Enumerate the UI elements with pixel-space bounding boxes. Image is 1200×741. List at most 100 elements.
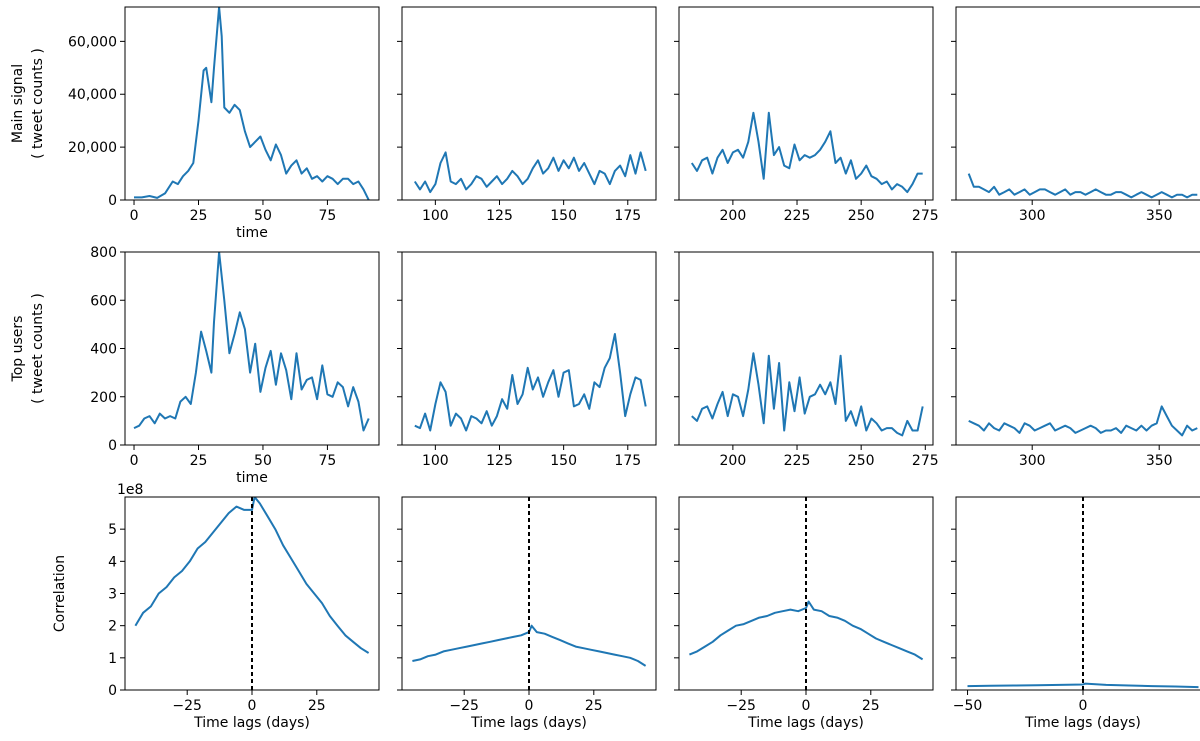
data-point [609, 357, 611, 359]
data-point [1135, 430, 1137, 432]
data-point [635, 173, 637, 175]
data-point [1036, 684, 1038, 686]
x-tick-label: 150 [550, 208, 577, 224]
data-point [505, 638, 507, 640]
data-point [223, 299, 225, 301]
data-point [840, 157, 842, 159]
data-point [234, 104, 236, 106]
data-point [799, 376, 801, 378]
data-point [1196, 194, 1198, 196]
data-point [598, 650, 600, 652]
data-point [1082, 684, 1084, 686]
data-point [419, 188, 421, 190]
y-tick-label: 0 [108, 438, 117, 454]
data-point [450, 649, 452, 651]
data-point [747, 389, 749, 391]
data-point [567, 642, 569, 644]
data-point [522, 183, 524, 185]
data-point [1013, 427, 1015, 429]
data-point [727, 415, 729, 417]
data-point [829, 130, 831, 132]
data-point [993, 186, 995, 188]
data-point [411, 660, 413, 662]
x-tick-label: −25 [172, 698, 202, 714]
y-tick-label: 1 [108, 651, 117, 667]
data-point [696, 170, 698, 172]
data-point [270, 159, 272, 161]
subplot-r1-c3: 300 350 [951, 251, 1200, 469]
data-point [922, 658, 924, 660]
data-point [368, 418, 370, 420]
data-point [983, 188, 985, 190]
data-point [983, 430, 985, 432]
x-tick-label: 200 [720, 208, 747, 224]
data-point [778, 146, 780, 148]
data-point [805, 607, 807, 609]
y-tick-label: 5 [108, 522, 117, 538]
data-point [491, 181, 493, 183]
data-point [906, 191, 908, 193]
data-point [1095, 188, 1097, 190]
plot-frame [124, 6, 380, 201]
data-point [1054, 430, 1056, 432]
data-point [614, 333, 616, 335]
data-point [896, 432, 898, 434]
data-point [804, 413, 806, 415]
data-point [706, 157, 708, 159]
data-point [547, 167, 549, 169]
x-tick-label: 0 [525, 698, 534, 714]
x-tick-label: 0 [130, 208, 139, 224]
data-point [860, 405, 862, 407]
data-point [1191, 194, 1193, 196]
data-point [896, 183, 898, 185]
data-point [706, 405, 708, 407]
plot-frame [955, 496, 1200, 691]
data-point [737, 396, 739, 398]
data-point [696, 420, 698, 422]
data-point [640, 151, 642, 153]
data-point [865, 165, 867, 167]
data-point [290, 398, 292, 400]
data-point [912, 183, 914, 185]
data-point [429, 191, 431, 193]
data-point [621, 655, 623, 657]
x-tick-label: −25 [726, 698, 756, 714]
data-point [988, 191, 990, 193]
data-point [829, 381, 831, 383]
data-point [301, 173, 303, 175]
data-point [1176, 430, 1178, 432]
data-point [470, 415, 472, 417]
data-point [542, 396, 544, 398]
data-point [210, 372, 212, 374]
data-point [363, 430, 365, 432]
data-point [1110, 430, 1112, 432]
data-point [552, 157, 554, 159]
data-point [185, 396, 187, 398]
data-point [845, 173, 847, 175]
x-axis-label: Time lags (days) [1024, 715, 1141, 731]
subplot-r0-c2: 200 225 250 275 [674, 6, 939, 224]
data-point [531, 625, 533, 627]
data-point [1191, 430, 1193, 432]
data-point [867, 633, 869, 635]
data-point [181, 570, 183, 572]
data-point [1171, 425, 1173, 427]
data-point [876, 422, 878, 424]
data-point [1013, 194, 1015, 196]
data-point [347, 405, 349, 407]
data-point [814, 393, 816, 395]
data-point [720, 634, 722, 636]
data-point [158, 593, 160, 595]
data-point [968, 173, 970, 175]
data-point [159, 413, 161, 415]
data-point [177, 183, 179, 185]
y-tick-label: 0 [108, 193, 117, 209]
y-axis-label: Correlation [52, 555, 68, 632]
data-point [204, 541, 206, 543]
plot-frame [955, 251, 1200, 446]
data-point [481, 642, 483, 644]
series-line [414, 333, 647, 432]
data-point [558, 170, 560, 172]
y-tick-label: 4 [108, 554, 117, 570]
data-point [275, 384, 277, 386]
